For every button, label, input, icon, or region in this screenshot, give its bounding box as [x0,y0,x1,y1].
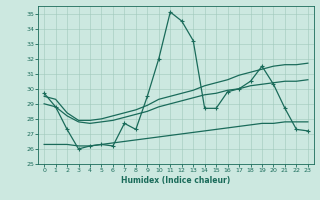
X-axis label: Humidex (Indice chaleur): Humidex (Indice chaleur) [121,176,231,185]
